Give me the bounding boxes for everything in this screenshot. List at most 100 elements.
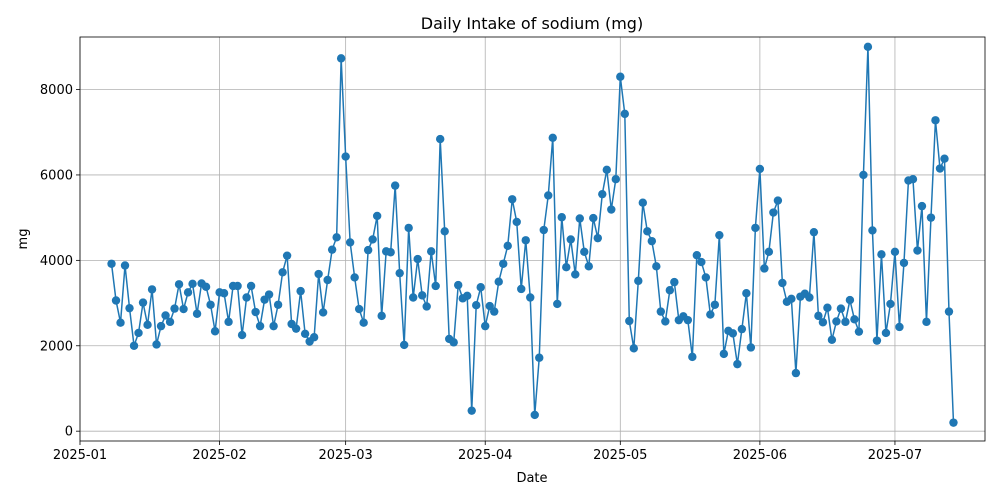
data-point bbox=[377, 311, 386, 321]
data-point bbox=[422, 302, 431, 311]
data-point bbox=[566, 235, 575, 244]
data-point bbox=[233, 281, 242, 291]
data-point bbox=[575, 214, 584, 223]
data-point bbox=[129, 341, 139, 350]
y-axis-label: mg bbox=[16, 229, 31, 250]
data-point bbox=[210, 327, 220, 336]
data-point bbox=[836, 304, 846, 313]
data-point bbox=[845, 295, 855, 305]
data-point bbox=[323, 275, 332, 285]
data-point bbox=[503, 241, 512, 251]
data-point bbox=[201, 282, 211, 292]
data-point bbox=[354, 304, 364, 314]
data-point bbox=[926, 213, 936, 222]
data-point bbox=[327, 245, 337, 254]
data-point bbox=[390, 181, 400, 190]
data-point bbox=[854, 327, 864, 336]
data-point bbox=[787, 294, 796, 303]
data-point bbox=[264, 290, 274, 299]
data-point bbox=[417, 291, 427, 300]
data-point bbox=[629, 344, 639, 353]
data-point bbox=[336, 54, 346, 63]
y-tick-label: 6000 bbox=[40, 168, 73, 183]
y-tick-label: 2000 bbox=[40, 339, 73, 354]
data-point bbox=[165, 317, 175, 327]
data-point bbox=[823, 303, 832, 312]
data-point bbox=[553, 299, 562, 309]
data-point bbox=[841, 317, 850, 327]
data-point bbox=[544, 191, 553, 200]
data-point bbox=[598, 189, 607, 199]
data-point bbox=[359, 318, 368, 327]
data-point bbox=[665, 286, 675, 295]
data-point bbox=[773, 196, 783, 205]
y-tick-label: 0 bbox=[65, 425, 73, 440]
data-point bbox=[886, 299, 895, 309]
data-point bbox=[111, 296, 121, 305]
data-point bbox=[255, 321, 265, 331]
data-point bbox=[246, 281, 256, 291]
data-point bbox=[273, 300, 283, 309]
data-point bbox=[562, 262, 571, 272]
data-point bbox=[224, 317, 233, 327]
data-point bbox=[710, 300, 720, 309]
data-point bbox=[859, 170, 868, 180]
data-point bbox=[908, 175, 918, 184]
data-point bbox=[778, 278, 787, 288]
data-point bbox=[656, 307, 666, 316]
data-point bbox=[508, 195, 517, 204]
data-point bbox=[935, 164, 945, 173]
x-tick-label: 2025-04 bbox=[458, 448, 512, 463]
data-point bbox=[670, 277, 679, 287]
data-point bbox=[463, 291, 472, 300]
data-point bbox=[872, 336, 882, 345]
data-point bbox=[251, 307, 260, 317]
data-point bbox=[638, 198, 648, 207]
x-tick-label: 2025-03 bbox=[318, 448, 372, 463]
data-point bbox=[868, 226, 877, 235]
data-point bbox=[746, 343, 756, 352]
data-point bbox=[170, 304, 179, 313]
data-point bbox=[125, 303, 134, 313]
data-point bbox=[282, 251, 292, 260]
data-point bbox=[386, 248, 395, 257]
data-point bbox=[291, 324, 301, 333]
data-point bbox=[737, 324, 747, 334]
data-point bbox=[120, 261, 130, 270]
data-point bbox=[436, 134, 445, 144]
data-point bbox=[156, 321, 166, 331]
data-point bbox=[850, 315, 859, 324]
data-point bbox=[476, 283, 485, 292]
data-point bbox=[278, 268, 287, 277]
data-point bbox=[949, 418, 958, 427]
data-point bbox=[647, 236, 657, 246]
data-point bbox=[237, 330, 247, 340]
x-axis-label: Date bbox=[516, 471, 547, 486]
data-point bbox=[490, 307, 499, 316]
data-point bbox=[944, 307, 954, 316]
data-point bbox=[116, 318, 125, 327]
data-point bbox=[913, 246, 922, 255]
data-point bbox=[733, 359, 742, 369]
data-point bbox=[715, 230, 724, 240]
data-point bbox=[188, 279, 197, 289]
data-point bbox=[472, 300, 481, 310]
data-point bbox=[863, 42, 873, 52]
data-point bbox=[557, 213, 566, 222]
axis-ticks: 2025-01 2025-02 2025-03 2025-04 2025-05 2025-… bbox=[40, 83, 922, 463]
data-point bbox=[931, 116, 940, 125]
data-point bbox=[580, 247, 589, 257]
data-point bbox=[899, 258, 909, 268]
data-point bbox=[485, 301, 494, 311]
data-point bbox=[314, 269, 323, 279]
data-point bbox=[877, 250, 886, 259]
data-point bbox=[179, 304, 188, 314]
data-point bbox=[318, 308, 328, 317]
data-point bbox=[408, 293, 418, 302]
data-point bbox=[517, 284, 526, 294]
data-point bbox=[152, 340, 161, 349]
data-point bbox=[692, 251, 702, 260]
data-point bbox=[345, 238, 355, 247]
data-point bbox=[895, 322, 904, 332]
data-point bbox=[350, 273, 359, 282]
